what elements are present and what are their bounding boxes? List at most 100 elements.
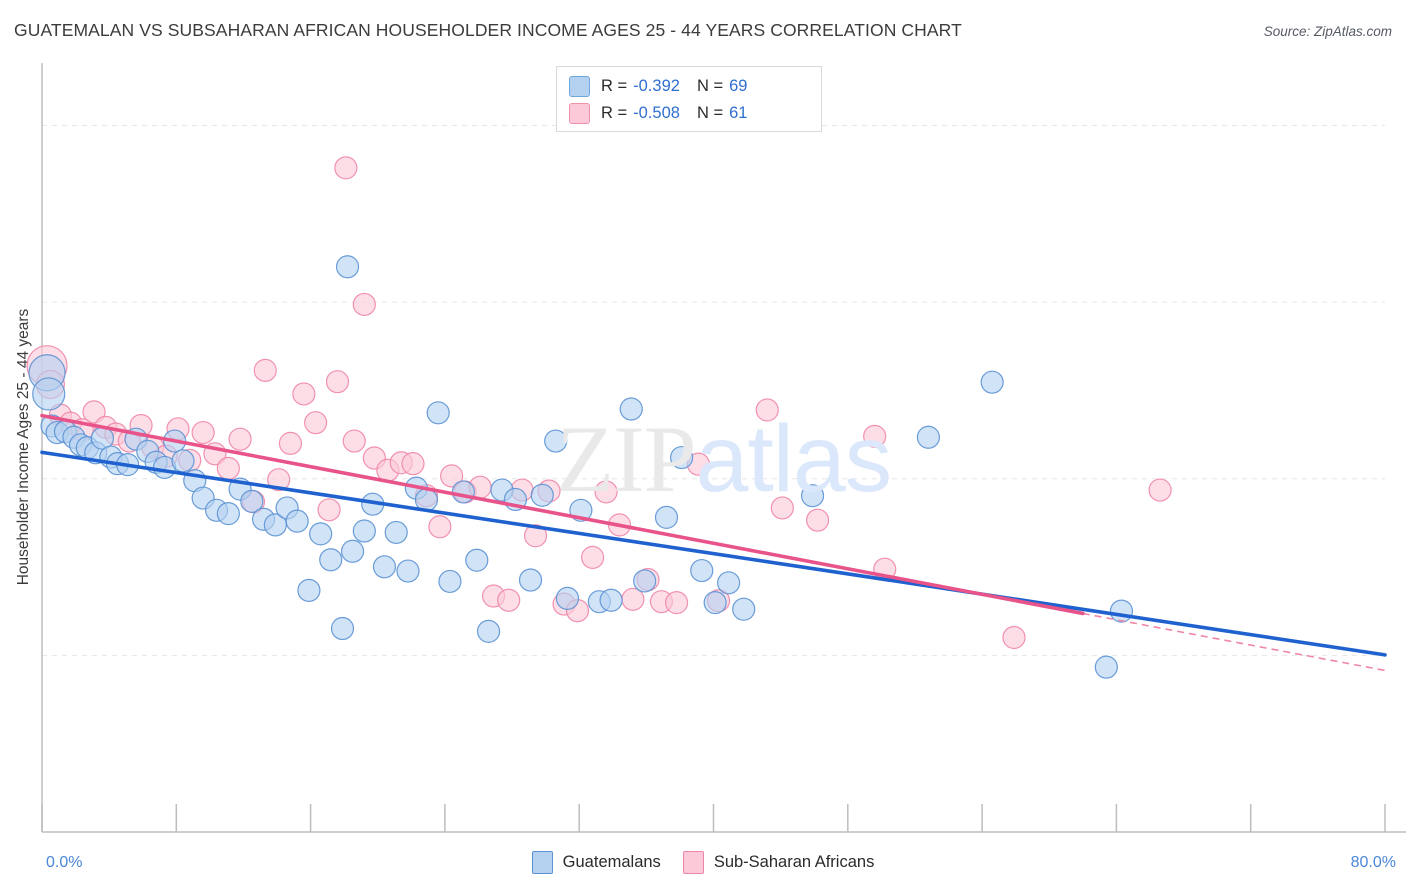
scatter-point xyxy=(1002,625,1026,650)
scatter-point xyxy=(664,591,689,615)
scatter-point xyxy=(428,515,452,539)
scatter-points xyxy=(26,156,1172,679)
trend-line xyxy=(40,413,1085,616)
scatter-point xyxy=(805,508,830,532)
scatter-point xyxy=(800,484,825,508)
scatter-point xyxy=(717,571,741,595)
scatter-point xyxy=(278,431,303,456)
r-value-guatemalans: -0.392 xyxy=(633,77,680,95)
scatter-point xyxy=(451,480,475,504)
scatter-point xyxy=(285,509,309,533)
scatter-point xyxy=(319,548,343,572)
scatter-point xyxy=(633,569,657,593)
scatter-point xyxy=(352,519,376,543)
scatter-point xyxy=(342,429,366,453)
scatter-point xyxy=(654,505,679,529)
legend-item-guatemalans[interactable]: Guatemalans xyxy=(531,851,661,874)
series-legend: Guatemalans Sub-Saharan Africans xyxy=(0,851,1406,874)
scatter-point xyxy=(523,524,548,548)
x-tick-marks xyxy=(41,804,1386,832)
scatter-point xyxy=(916,425,940,449)
trend-lines xyxy=(40,413,1387,672)
scatter-point xyxy=(267,468,291,492)
n-label: N = xyxy=(696,104,724,122)
scatter-point xyxy=(335,255,360,279)
scatter-point xyxy=(669,445,694,470)
legend-label-guatemalans: Guatemalans xyxy=(562,853,661,871)
scatter-point xyxy=(228,427,252,451)
gridlines xyxy=(42,124,1385,656)
stats-row-guatemalans: R = -0.392 N = 69 xyxy=(569,73,811,100)
scatter-point xyxy=(703,591,727,615)
r-label: R = xyxy=(601,104,628,122)
n-label: N = xyxy=(696,77,724,95)
scatter-point xyxy=(317,498,341,522)
scatter-point xyxy=(352,292,376,317)
scatter-point xyxy=(396,559,420,583)
scatter-point xyxy=(384,520,408,545)
scatter-point xyxy=(330,616,355,641)
scatter-point xyxy=(440,464,464,488)
scatter-point xyxy=(465,548,489,572)
correlation-stats-legend: R = -0.392 N = 69 R = -0.508 N = 61 xyxy=(556,66,822,132)
scatter-point xyxy=(401,452,425,476)
r-value-subsaharan: -0.508 xyxy=(633,104,680,122)
r-label: R = xyxy=(601,77,628,95)
scatter-point xyxy=(619,397,643,421)
scatter-point xyxy=(599,588,623,612)
scatter-point xyxy=(216,501,240,526)
scatter-point xyxy=(171,449,195,473)
pink-swatch-icon xyxy=(569,103,590,124)
scatter-point xyxy=(292,382,316,406)
x-axis-max-label: 80.0% xyxy=(1350,854,1396,871)
legend-item-subsaharan[interactable]: Sub-Saharan Africans xyxy=(682,851,875,874)
blue-swatch-icon xyxy=(569,76,590,97)
scatter-point xyxy=(334,156,358,180)
scatter-point xyxy=(216,456,240,480)
scatter-point xyxy=(340,539,365,563)
scatter-point xyxy=(518,568,543,592)
scatter-point xyxy=(980,370,1004,394)
scatter-point xyxy=(1109,599,1134,623)
stats-row-subsaharan: R = -0.508 N = 61 xyxy=(569,100,811,127)
scatter-point xyxy=(426,401,450,425)
page-title: GUATEMALAN VS SUBSAHARAN AFRICAN HOUSEHO… xyxy=(14,20,962,40)
n-value-guatemalans: 69 xyxy=(729,77,748,95)
scatter-point xyxy=(530,483,554,507)
trend-line-extension xyxy=(1082,612,1386,672)
legend-swatch-guatemalans-icon xyxy=(531,851,553,874)
scatter-point xyxy=(309,522,333,546)
scatter-point xyxy=(594,480,618,504)
legend-label-subsaharan: Sub-Saharan Africans xyxy=(713,853,875,871)
scatter-point xyxy=(476,619,501,643)
scatter-point xyxy=(555,586,580,610)
scatter-point xyxy=(690,558,714,583)
scatter-point xyxy=(438,569,462,594)
scatter-point xyxy=(32,377,66,411)
x-axis-min-label: 0.0% xyxy=(46,854,83,871)
scatter-point xyxy=(240,489,264,513)
scatter-point xyxy=(581,545,605,569)
scatter-point xyxy=(253,358,277,382)
scatter-point xyxy=(82,400,106,424)
scatter-point xyxy=(372,555,397,579)
source-attribution: Source: ZipAtlas.com xyxy=(1263,24,1392,39)
scatter-point xyxy=(544,429,568,453)
scatter-point xyxy=(770,496,794,520)
trend-line xyxy=(40,450,1387,657)
scatter-point xyxy=(1094,655,1118,679)
scatter-point xyxy=(304,411,328,435)
scatter-point xyxy=(497,588,521,612)
scatter-point xyxy=(325,370,350,394)
scatter-point xyxy=(755,398,779,422)
scatter-point xyxy=(1148,478,1172,502)
scatter-point xyxy=(297,578,321,602)
legend-swatch-subsaharan-icon xyxy=(682,851,704,874)
n-value-subsaharan: 61 xyxy=(729,104,748,122)
axis-lines xyxy=(41,63,1406,833)
scatter-point xyxy=(732,597,756,621)
scatter-point xyxy=(863,424,887,448)
scatter-point xyxy=(191,420,215,445)
